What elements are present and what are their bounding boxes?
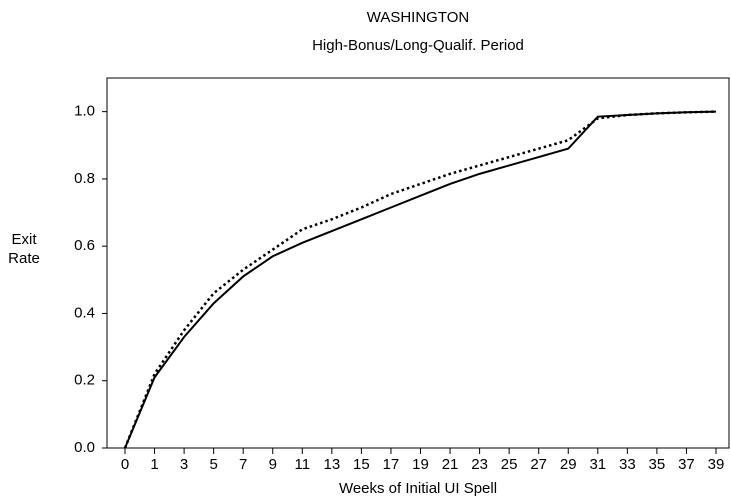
x-axis-label: Weeks of Initial UI Spell bbox=[339, 480, 497, 497]
x-tick-label: 27 bbox=[530, 456, 547, 473]
x-tick-label: 3 bbox=[180, 456, 188, 473]
x-tick-label: 13 bbox=[324, 456, 341, 473]
y-tick-label: 0.4 bbox=[74, 304, 95, 321]
x-tick-label: 25 bbox=[501, 456, 518, 473]
x-tick-label: 11 bbox=[295, 456, 311, 473]
y-axis-label: Exit Rate bbox=[8, 231, 40, 267]
y-tick-label: 0.0 bbox=[74, 439, 95, 456]
x-tick-label: 37 bbox=[678, 456, 695, 473]
x-tick-label: 9 bbox=[269, 456, 277, 473]
x-tick-label: 29 bbox=[560, 456, 577, 473]
x-tick-label: 7 bbox=[239, 456, 247, 473]
x-tick-label: 35 bbox=[649, 456, 666, 473]
x-tick-label: 19 bbox=[412, 456, 429, 473]
y-tick-label: 0.6 bbox=[74, 237, 95, 254]
x-tick-label: 33 bbox=[619, 456, 636, 473]
chart-subtitle: High-Bonus/Long-Qualif. Period bbox=[312, 37, 524, 54]
y-tick-label: 0.8 bbox=[74, 170, 95, 187]
x-tick-label: 39 bbox=[708, 456, 725, 473]
x-tick-label: 15 bbox=[353, 456, 370, 473]
plot-frame bbox=[106, 77, 730, 449]
x-tick-label: 31 bbox=[589, 456, 606, 473]
line-series bbox=[123, 110, 717, 449]
x-tick-label: 23 bbox=[471, 456, 488, 473]
line-series bbox=[124, 110, 717, 449]
x-tick-label: 1 bbox=[150, 456, 158, 473]
chart-title: WASHINGTON bbox=[367, 9, 470, 26]
y-tick-label: 0.2 bbox=[74, 372, 95, 389]
y-tick-label: 1.0 bbox=[74, 103, 95, 120]
x-tick-label: 21 bbox=[442, 456, 459, 473]
x-tick-label: 0 bbox=[121, 456, 129, 473]
x-tick-label: 5 bbox=[209, 456, 217, 473]
x-tick-label: 17 bbox=[383, 456, 400, 473]
